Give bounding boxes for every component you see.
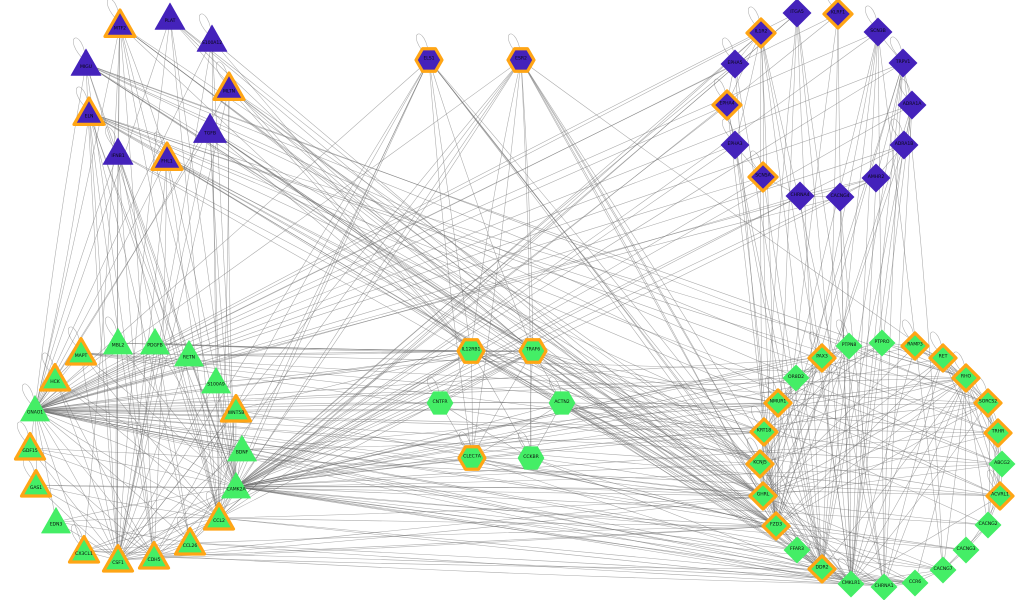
graph-node-gas1[interactable]: GAS1 <box>16 465 55 504</box>
graph-node-adra1a[interactable]: ADRA1A <box>895 88 928 121</box>
graph-node-trpv1[interactable]: TRPV1 <box>886 46 919 79</box>
graph-node-traf6[interactable]: TRAF6 <box>515 333 551 369</box>
graph-node-klrf1[interactable]: KLRF1 <box>819 0 857 33</box>
graph-node-scn3b[interactable]: SCN3B <box>861 15 894 48</box>
graph-node-wnt5b[interactable]: WNT5B <box>216 390 255 429</box>
graph-node-epha3[interactable]: EPHA3 <box>718 128 751 161</box>
graph-node-chrna4[interactable]: CHRNA4 <box>783 179 816 212</box>
graph-node-fhl1[interactable]: FHL1 <box>147 138 187 178</box>
graph-node-epha5[interactable]: EPHA5 <box>718 47 751 80</box>
graph-node-ptpro[interactable]: PTPRO <box>866 327 897 358</box>
graph-node-cdh5[interactable]: CDH5 <box>134 537 173 576</box>
graph-node-eln[interactable]: ELN <box>69 93 109 133</box>
graph-node-krt18[interactable]: KRT18 <box>746 414 782 450</box>
graph-node-chrna1[interactable]: CHRNA1 <box>868 571 899 600</box>
graph-node-csf1[interactable]: CSF1 <box>98 540 137 579</box>
graph-node-ccl26[interactable]: CCL26 <box>170 523 209 562</box>
graph-node-pdgfb[interactable]: PDGFB <box>138 326 172 360</box>
graph-node-cacng7[interactable]: CACNG7 <box>927 554 958 585</box>
graph-node-il12rb1[interactable]: IL12RB1 <box>453 333 489 369</box>
graph-node-ifnb1[interactable]: IFNB1 <box>100 135 135 170</box>
graph-node-els1[interactable]: ELS1 <box>411 42 447 78</box>
graph-node-esr2[interactable]: ESR2 <box>503 42 539 78</box>
graph-node-mtf2[interactable]: MTF2 <box>100 5 140 45</box>
graph-node-cacng4[interactable]: CACNG4 <box>823 180 856 213</box>
graph-node-scn5a[interactable]: SCN5A <box>744 158 782 196</box>
graph-node-cntfr[interactable]: CNTFR <box>424 387 455 418</box>
graph-node-plat[interactable]: PLAT <box>152 0 187 35</box>
graph-node-tgfb[interactable]: TGFB <box>191 111 229 149</box>
graph-node-itga5[interactable]: ITGA5 <box>780 0 813 30</box>
graph-node-clec7a[interactable]: CLEC7A <box>454 440 490 476</box>
graph-node-mltn[interactable]: MLTN <box>209 68 249 108</box>
graph-node-gnao1[interactable]: GNAO1 <box>18 393 52 427</box>
graph-node-amhr2[interactable]: AMHR2 <box>859 161 892 194</box>
graph-node-ccr6[interactable]: CCR6 <box>899 567 930 598</box>
graph-node-kcnj5[interactable]: KCNJ5 <box>742 446 778 482</box>
graph-node-trhr[interactable]: TRHR <box>980 415 1016 451</box>
graph-node-actn2[interactable]: ACTN2 <box>546 387 577 418</box>
graph-node-epha4[interactable]: EPHA4 <box>708 86 746 124</box>
graph-node-cmklr1[interactable]: CMKLR1 <box>835 568 866 599</box>
graph-node-adra1b[interactable]: ADRA1B <box>887 128 920 161</box>
graph-node-s100a12[interactable]: S100A12 <box>194 22 229 57</box>
graph-node-bdnf[interactable]: BDNF <box>225 433 259 467</box>
graph-node-mbl2[interactable]: MBL2 <box>101 326 135 360</box>
graph-node-abcg2[interactable]: ABCG2 <box>986 448 1017 479</box>
graph-node-migu[interactable]: MIGU <box>68 46 103 81</box>
graph-node-cckbr[interactable]: CCKBR <box>515 442 546 473</box>
graph-node-gdf15[interactable]: GDF15 <box>10 428 49 467</box>
